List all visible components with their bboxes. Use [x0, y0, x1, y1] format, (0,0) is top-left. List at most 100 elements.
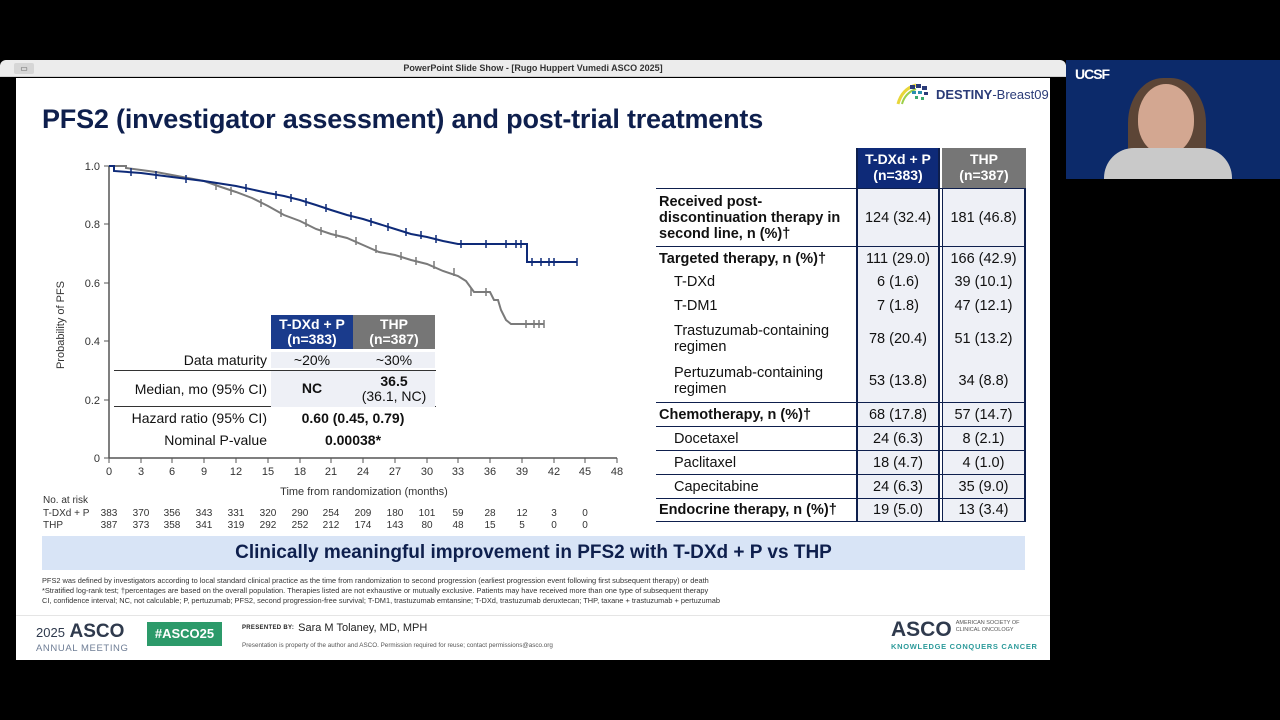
- ucsf-logo: UCSF: [1075, 66, 1110, 82]
- row-received-post-discontinuation: Received post-discontinuation therapy in…: [656, 188, 1026, 246]
- svg-text:0.2: 0.2: [85, 395, 100, 407]
- y-axis-label: Probability of PFS: [55, 281, 67, 369]
- post-trial-treatments-table: T-DXd + P (n=383) THP (n=387) Received pos…: [656, 148, 1026, 522]
- x-ticks: 0 3 6 9 12 15 18 21 24 27 30 33 36 39 42…: [106, 458, 623, 478]
- row-chemotherapy: Chemotherapy, n (%)† 68 (17.8) 57 (14.7): [656, 402, 1026, 426]
- row-median: Median, mo (95% CI) NC 36.5 (36.1, NC): [114, 370, 436, 407]
- asco-annual-meeting-logo: 2025 ASCO ANNUAL MEETING: [36, 621, 129, 654]
- svg-text:15: 15: [262, 466, 274, 478]
- km-chart: Probability of PFS 1.0 0.8 0.6 0.4 0.2 0…: [55, 161, 623, 498]
- risk-value: 143: [386, 520, 404, 531]
- tdxd-p-curve: [109, 165, 577, 263]
- presenter-webcam: UCSF: [1066, 60, 1280, 179]
- x-axis-label: Time from randomization (months): [280, 486, 448, 498]
- row-trastuzumab-regimen: Trastuzumab-containing regimen 78 (20.4) 5…: [656, 318, 1026, 360]
- svg-text:18: 18: [294, 466, 306, 478]
- risk-value: 356: [163, 508, 181, 519]
- row-tdxd: T-DXd 6 (1.6) 39 (10.1): [656, 270, 1026, 294]
- svg-text:0.8: 0.8: [85, 219, 100, 231]
- footnotes: PFS2 was defined by investigators accord…: [42, 576, 720, 605]
- col-header-thp: THP (n=387): [353, 315, 435, 349]
- svg-text:30: 30: [421, 466, 433, 478]
- logo-text: DESTINY-Breast09: [936, 86, 1049, 102]
- row-targeted-therapy: Targeted therapy, n (%)† 111 (29.0) 166 (4…: [656, 246, 1026, 270]
- risk-value: 292: [259, 520, 277, 531]
- risk-value: 254: [322, 508, 340, 519]
- svg-text:1.0: 1.0: [85, 161, 100, 173]
- svg-text:0.4: 0.4: [85, 336, 100, 348]
- risk-value: 212: [322, 520, 340, 531]
- risk-value: 383: [100, 508, 118, 519]
- row-capecitabine: Capecitabine 24 (6.3) 35 (9.0): [656, 474, 1026, 498]
- svg-text:24: 24: [357, 466, 369, 478]
- row-p-value: Nominal P-value 0.00038*: [164, 432, 382, 448]
- row-pertuzumab-regimen: Pertuzumab-containing regimen 53 (13.8) 34…: [656, 360, 1026, 402]
- svg-text:45: 45: [579, 466, 591, 478]
- risk-value: 319: [227, 520, 245, 531]
- conclusion-banner: Clinically meaningful improvement in PFS…: [42, 536, 1025, 570]
- risk-value: 28: [484, 508, 496, 519]
- logo-mark-icon: [896, 83, 928, 105]
- risk-value: 101: [418, 508, 436, 519]
- row-endocrine-therapy: Endocrine therapy, n (%)† 19 (5.0) 13 (3.4…: [656, 498, 1026, 522]
- y-ticks: 1.0 0.8 0.6 0.4 0.2 0: [85, 161, 109, 465]
- risk-value: 80: [421, 520, 433, 531]
- window-titlebar: ▭ PowerPoint Slide Show - [Rugo Huppert …: [0, 60, 1066, 77]
- row-tdm1: T-DM1 7 (1.8) 47 (12.1): [656, 294, 1026, 318]
- risk-value: 174: [354, 520, 372, 531]
- svg-text:33: 33: [452, 466, 464, 478]
- risk-value: 370: [132, 508, 150, 519]
- risk-row-label-thp: THP: [43, 520, 63, 531]
- risk-value: 373: [132, 520, 150, 531]
- risk-value: 59: [452, 508, 464, 519]
- svg-text:39: 39: [516, 466, 528, 478]
- risk-row-label-tdxd: T-DXd + P: [43, 508, 90, 519]
- row-data-maturity: Data maturity ~20% ~30%: [114, 349, 436, 371]
- risk-value: 252: [291, 520, 309, 531]
- col-header-tdxd-p: T-DXd + P (n=383): [856, 148, 940, 188]
- svg-text:42: 42: [548, 466, 560, 478]
- risk-value: 5: [519, 520, 525, 531]
- risk-value: 0: [551, 520, 557, 531]
- risk-value: 0: [582, 508, 588, 519]
- risk-value: 320: [259, 508, 277, 519]
- svg-text:27: 27: [389, 466, 401, 478]
- risk-value: 0: [582, 520, 588, 531]
- svg-text:12: 12: [230, 466, 242, 478]
- slide: PFS2 (investigator assessment) and post-…: [16, 78, 1050, 660]
- svg-text:36: 36: [484, 466, 496, 478]
- risk-value: 290: [291, 508, 309, 519]
- asco-society-logo: ASCO AMERICAN SOCIETY OF CLINICAL ONCOLOGY…: [891, 618, 1038, 651]
- presenter-info: PRESENTED BY: Sara M Tolaney, MD, MPH Pre…: [242, 622, 553, 649]
- row-docetaxel: Docetaxel 24 (6.3) 8 (2.1): [656, 426, 1026, 450]
- pfs2-stats-table: T-DXd + P (n=383) THP (n=387) Data maturit…: [114, 315, 436, 451]
- svg-text:3: 3: [138, 466, 144, 478]
- risk-table-title: No. at risk: [43, 495, 89, 506]
- svg-text:0.6: 0.6: [85, 278, 100, 290]
- destiny-breast09-logo: DESTINY-Breast09: [896, 83, 1049, 105]
- row-hazard-ratio: Hazard ratio (95% CI) 0.60 (0.45, 0.79): [131, 410, 405, 426]
- svg-text:9: 9: [201, 466, 207, 478]
- risk-value: 331: [227, 508, 245, 519]
- col-header-tdxd-p: T-DXd + P (n=383): [271, 315, 353, 349]
- svg-text:48: 48: [611, 466, 623, 478]
- svg-text:6: 6: [169, 466, 175, 478]
- slide-title: PFS2 (investigator assessment) and post-…: [42, 104, 764, 134]
- risk-value: 15: [484, 520, 496, 531]
- hashtag-badge: #ASCO25: [147, 622, 222, 646]
- col-header-thp: THP (n=387): [942, 148, 1026, 188]
- svg-text:0: 0: [94, 453, 100, 465]
- svg-text:21: 21: [325, 466, 337, 478]
- risk-value: 341: [195, 520, 213, 531]
- row-paclitaxel: Paclitaxel 18 (4.7) 4 (1.0): [656, 450, 1026, 474]
- risk-value: 180: [386, 508, 404, 519]
- tdxd-p-censor-marks: [130, 168, 578, 266]
- risk-value: 358: [163, 520, 181, 531]
- thp-curve: [109, 165, 544, 325]
- risk-value: 387: [100, 520, 118, 531]
- thp-censor-marks: [215, 182, 545, 328]
- risk-value: 3: [551, 508, 557, 519]
- window-title: PowerPoint Slide Show - [Rugo Huppert Vu…: [403, 63, 663, 73]
- svg-text:0: 0: [106, 466, 112, 478]
- slideshow-icon[interactable]: ▭: [14, 63, 34, 74]
